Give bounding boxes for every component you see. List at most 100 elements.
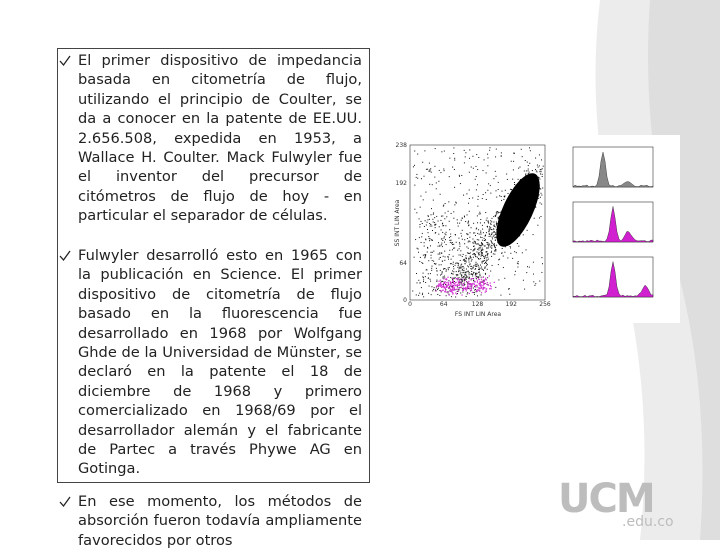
dot — [453, 283, 454, 284]
dot — [496, 197, 497, 198]
dot — [459, 176, 460, 177]
dot — [482, 229, 483, 230]
dot — [479, 274, 480, 275]
dot — [413, 166, 414, 167]
dot — [430, 224, 431, 225]
dot — [432, 230, 433, 231]
dot — [539, 154, 540, 155]
dot — [442, 281, 443, 282]
dot — [510, 189, 511, 190]
dot — [478, 196, 479, 197]
dot — [451, 286, 452, 287]
dot — [442, 261, 443, 262]
dot — [481, 261, 482, 262]
dot — [455, 297, 456, 298]
dot — [473, 272, 474, 273]
dot — [468, 258, 469, 259]
dot — [450, 285, 451, 286]
dot — [423, 296, 424, 297]
dot — [496, 245, 497, 246]
dot — [440, 220, 441, 221]
dot — [478, 157, 479, 158]
dot — [539, 281, 540, 282]
dot — [493, 178, 494, 179]
dot — [449, 176, 450, 177]
dot — [471, 257, 472, 258]
dot — [458, 278, 459, 279]
dot — [486, 288, 487, 289]
dot — [456, 275, 457, 276]
dot — [522, 156, 523, 157]
dot — [468, 281, 469, 282]
dot — [495, 287, 496, 288]
dot — [496, 213, 497, 214]
dot — [482, 243, 483, 244]
dot — [427, 222, 428, 223]
dot — [421, 236, 422, 237]
dot — [495, 250, 496, 251]
dot — [499, 212, 500, 213]
dot — [435, 263, 436, 264]
dot — [439, 246, 440, 247]
dot — [488, 285, 489, 286]
dot — [469, 240, 470, 241]
dot — [529, 172, 530, 173]
dot — [464, 162, 465, 163]
dot — [543, 166, 544, 167]
dot — [454, 158, 455, 159]
dot — [484, 258, 485, 259]
dot — [541, 171, 542, 172]
dot — [479, 291, 480, 292]
dot — [465, 275, 466, 276]
dot — [498, 279, 499, 280]
dot — [442, 215, 443, 216]
dot — [440, 280, 441, 281]
dot — [510, 247, 511, 248]
dot — [487, 157, 488, 158]
dot — [422, 294, 423, 295]
dot — [441, 284, 442, 285]
dot — [462, 230, 463, 231]
dot — [466, 258, 467, 259]
dot — [419, 261, 420, 262]
dot — [461, 287, 462, 288]
dot — [433, 261, 434, 262]
dot — [463, 195, 464, 196]
dot — [481, 255, 482, 256]
dot — [459, 268, 460, 269]
dot — [483, 277, 484, 278]
dot — [461, 278, 462, 279]
dot — [474, 292, 475, 293]
dot — [429, 240, 430, 241]
dot — [481, 292, 482, 293]
dot — [463, 266, 464, 267]
dot — [424, 242, 425, 243]
dot — [484, 283, 485, 284]
dot — [423, 277, 424, 278]
dot — [431, 239, 432, 240]
dot — [450, 234, 451, 235]
dot — [533, 281, 534, 282]
dot — [502, 248, 503, 249]
dot — [460, 292, 461, 293]
dot — [477, 215, 478, 216]
dot — [476, 291, 477, 292]
dot — [441, 151, 442, 152]
dot — [498, 182, 499, 183]
dot — [496, 225, 497, 226]
x-tick-label: 128 — [472, 301, 484, 308]
dot — [490, 286, 491, 287]
dot — [469, 278, 470, 279]
dot — [505, 190, 506, 191]
dot — [423, 279, 424, 280]
dot — [444, 281, 445, 282]
dot — [491, 252, 492, 253]
dot — [467, 282, 468, 283]
dot — [482, 252, 483, 253]
dot — [455, 282, 456, 283]
dot — [491, 229, 492, 230]
dot — [458, 226, 459, 227]
dot — [467, 214, 468, 215]
dot — [453, 266, 454, 267]
dot — [459, 279, 460, 280]
